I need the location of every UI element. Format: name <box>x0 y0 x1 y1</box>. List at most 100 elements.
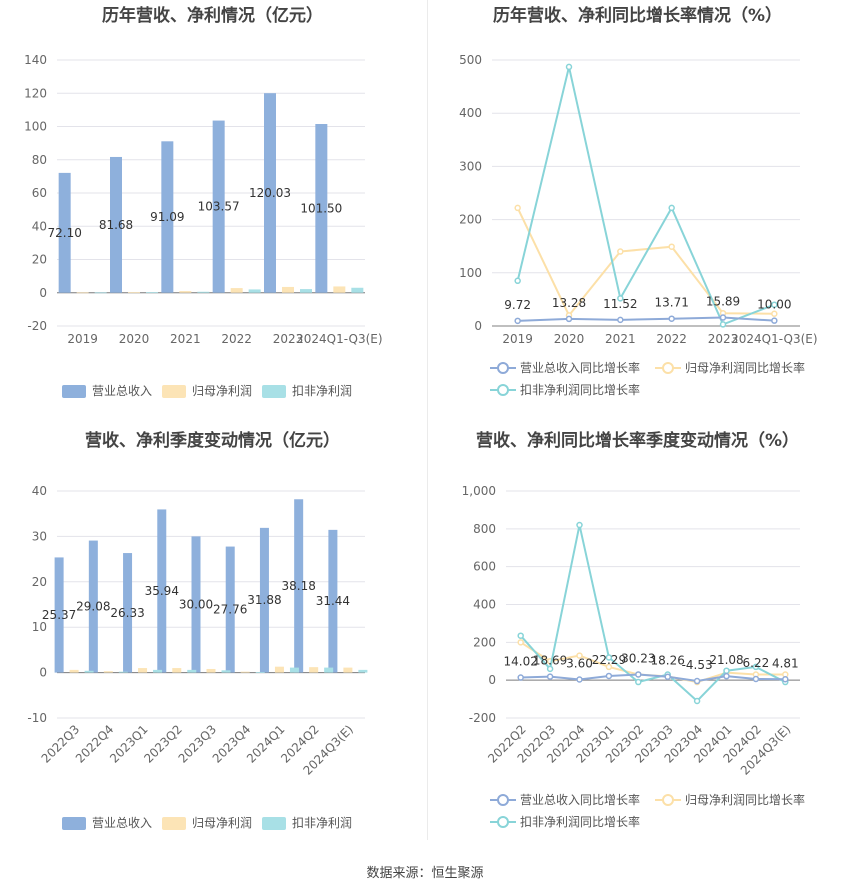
y-tick-label: 500 <box>459 53 482 67</box>
y-tick-label: -20 <box>27 319 47 333</box>
y-tick-label: 600 <box>473 560 496 574</box>
x-tick-label: 2024Q1-Q3(E) <box>731 332 817 346</box>
y-tick-label: 0 <box>488 673 496 687</box>
bar-revenue <box>264 93 276 293</box>
x-tick-label: 2022 <box>656 332 687 346</box>
bar-net-profit <box>333 286 346 293</box>
series-point <box>635 671 642 678</box>
bar-net-profit <box>343 667 353 673</box>
bar-data-label: 120.03 <box>249 186 291 200</box>
panel-divider <box>427 0 428 840</box>
bar-revenue <box>259 527 269 673</box>
bar-data-label: 29.08 <box>76 600 110 614</box>
series-point <box>635 678 642 686</box>
series-point <box>664 673 671 680</box>
series-point <box>576 652 583 659</box>
bar-net-profit <box>172 668 182 673</box>
x-tick-label: 2022 <box>221 332 252 346</box>
bar-revenue <box>54 557 64 673</box>
series-point <box>752 663 760 671</box>
y-tick-label: 0 <box>39 286 47 300</box>
y-tick-label: 20 <box>32 253 47 267</box>
bar-deducted-profit <box>197 291 210 293</box>
bar-net-profit <box>282 286 294 293</box>
annual-growth-rate-chart: 历年营收、净利同比增长率情况（%） 0 100 200 300 400 500 2019 202… <box>425 0 850 430</box>
legend-marker <box>497 794 509 806</box>
bar-revenue <box>58 172 71 293</box>
y-tick-label: 80 <box>32 153 47 167</box>
legend-marker <box>497 816 509 828</box>
series-point <box>546 665 554 673</box>
quarterly-growth-rate-chart: 营收、净利同比增长率季度变动情况（%） -200 0 200 400 600 800 1,00… <box>425 425 850 855</box>
legend-label: 扣非净利润同比增长率 <box>520 814 640 829</box>
line-data-label: 22.29 <box>592 653 626 667</box>
bar-revenue <box>110 156 122 293</box>
bar-revenue <box>123 553 133 673</box>
bar-revenue <box>225 546 235 673</box>
y-tick-label: -200 <box>469 711 496 725</box>
y-tick-label: 120 <box>24 86 47 100</box>
bar-deducted-profit <box>358 669 368 673</box>
bar-net-profit <box>274 666 284 673</box>
series-point <box>565 63 573 71</box>
bar-data-label: 30.00 <box>179 598 213 612</box>
y-tick-label: 100 <box>24 120 47 134</box>
series-line-deducted-profit-growth <box>519 524 786 703</box>
legend-label: 归母净利润同比增长率 <box>685 792 805 807</box>
x-tick-label: 2020 <box>554 332 585 346</box>
bar-revenue <box>157 509 167 673</box>
series-point <box>693 677 701 685</box>
bar-deducted-profit <box>289 667 299 673</box>
bar-deducted-profit <box>118 671 128 673</box>
x-tick-label: 2021 <box>605 332 636 346</box>
bar-revenue <box>212 120 225 293</box>
y-tick-label: 0 <box>39 666 47 680</box>
y-tick-label: 200 <box>459 213 482 227</box>
line-data-label: 15.89 <box>706 295 740 309</box>
legend-label: 归母净利润 <box>192 816 252 830</box>
series-point <box>576 676 583 683</box>
bar-revenue <box>88 540 98 673</box>
bar-net-profit <box>76 292 89 294</box>
bar-data-label: 101.50 <box>300 201 342 215</box>
legend-swatch <box>62 817 86 830</box>
bar-deducted-profit <box>94 292 107 294</box>
series-point <box>771 310 778 318</box>
line-data-label: 11.52 <box>603 297 637 311</box>
y-tick-label: 40 <box>32 484 47 498</box>
bar-data-label: 81.68 <box>99 218 133 232</box>
line-data-label: 14.02 <box>504 655 538 669</box>
legend-swatch <box>262 385 286 398</box>
line-data-label: 18.26 <box>651 654 685 668</box>
bar-data-label: 26.33 <box>110 606 144 620</box>
x-tick-label: 2023 <box>273 332 304 346</box>
bar-data-label: 103.57 <box>198 200 240 214</box>
series-point <box>771 317 778 324</box>
series-line-deducted-profit-growth <box>516 66 775 326</box>
line-data-label: 13.28 <box>552 296 586 310</box>
series-point <box>668 204 675 212</box>
bar-deducted-profit <box>84 670 94 673</box>
bar-revenue <box>191 536 201 673</box>
legend-label: 扣非净利润 <box>292 816 352 830</box>
y-tick-label: 10 <box>32 620 47 634</box>
series-point <box>617 248 624 255</box>
series-point <box>752 675 760 683</box>
series-line-revenue-growth <box>517 316 775 322</box>
legend-label: 归母净利润 <box>192 384 252 398</box>
x-tick-label: 2019 <box>502 332 533 346</box>
bar-revenue <box>315 124 328 293</box>
data-source-label: 数据来源：恒生聚源 <box>366 866 484 881</box>
line-data-label: 10.00 <box>757 298 791 312</box>
series-point <box>514 317 521 325</box>
series-point <box>605 672 613 680</box>
bar-deducted-profit <box>248 289 261 293</box>
series-point <box>782 676 789 683</box>
y-tick-label: 40 <box>32 219 47 233</box>
x-tick-label: 2019 <box>67 332 98 346</box>
chart-title: 营收、净利季度变动情况（亿元） <box>85 430 340 451</box>
x-tick-label: 2021 <box>170 332 201 346</box>
line-data-label: 13.71 <box>654 296 688 310</box>
legend-swatch <box>262 817 286 830</box>
legend-marker <box>497 362 509 374</box>
